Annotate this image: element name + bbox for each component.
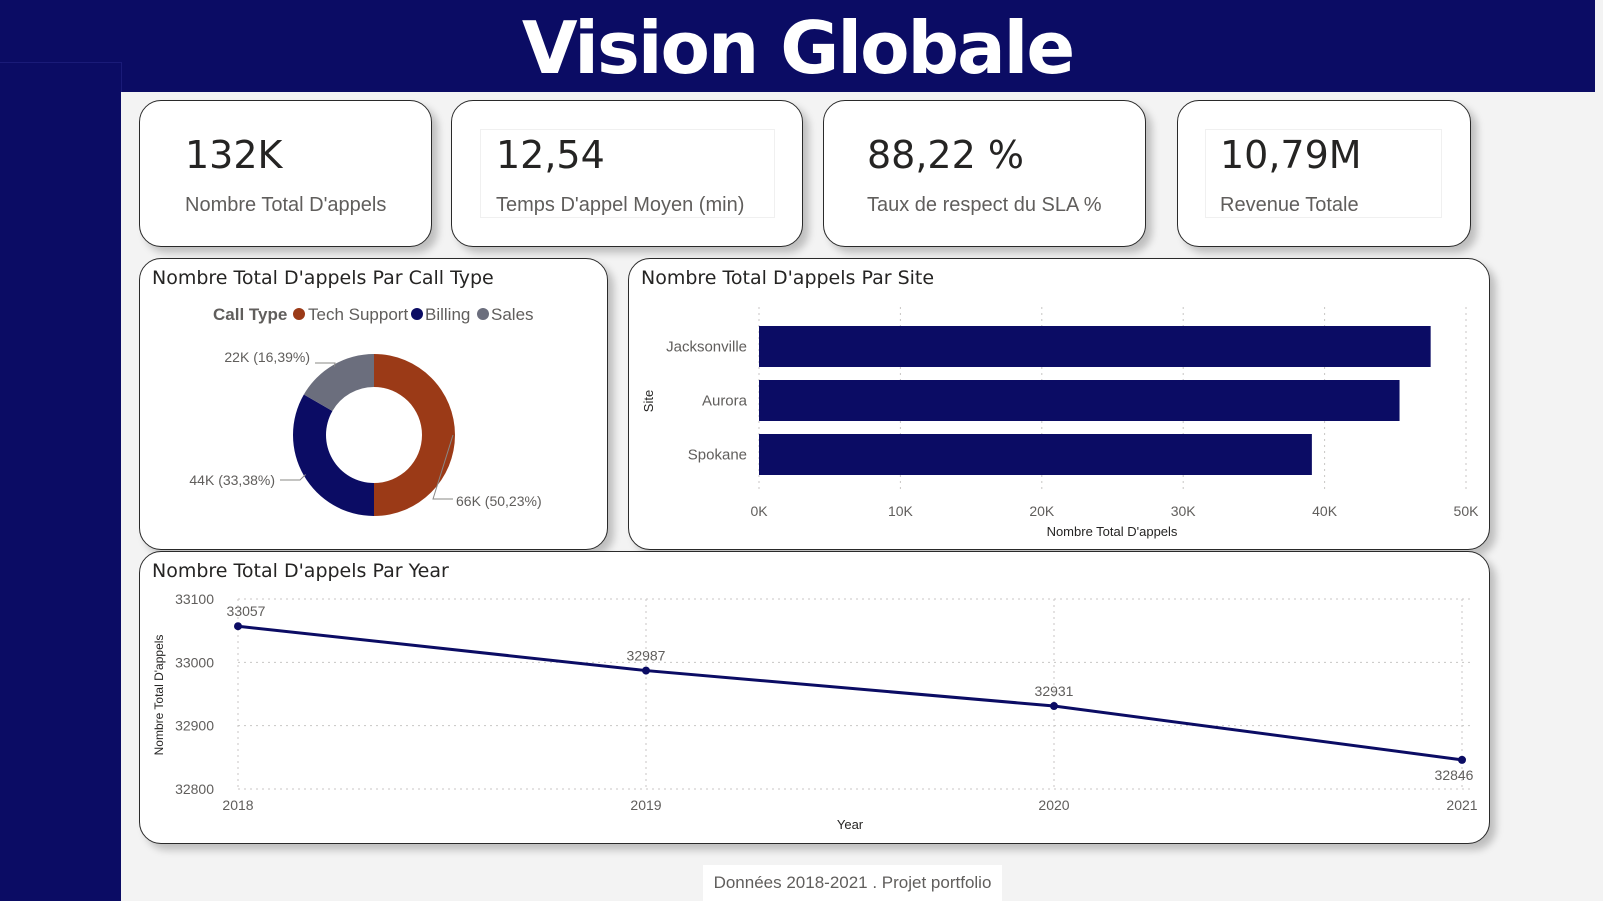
- line-data-label: 32987: [627, 648, 666, 664]
- donut-leader-line: [315, 362, 336, 367]
- bar-aurora[interactable]: [759, 380, 1400, 421]
- legend-item-billing[interactable]: Billing: [411, 305, 470, 324]
- sidebar-cap: [0, 62, 122, 93]
- line-point[interactable]: [642, 666, 650, 675]
- line-x-tick-label: 2018: [222, 797, 253, 813]
- kpi-label: Taux de respect du SLA %: [867, 194, 1102, 216]
- donut-data-label: 44K (33,38%): [189, 472, 275, 488]
- legend-title: Call Type: [213, 305, 287, 324]
- line-data-label: 33057: [227, 603, 266, 619]
- legend-item-sales[interactable]: Sales: [477, 305, 534, 324]
- bar-y-axis-label: Site: [641, 390, 656, 412]
- bar-x-tick-label: 20K: [1029, 503, 1055, 519]
- legend-dot-sales: [477, 308, 489, 320]
- line-y-tick-label: 32900: [175, 718, 214, 734]
- header-bar: [0, 0, 1595, 92]
- kpi-value: 12,54: [496, 133, 605, 177]
- line-point[interactable]: [1050, 702, 1058, 711]
- donut-chart: Call Type Tech Support Billing Sales 66K…: [189, 305, 542, 517]
- bar-category-label: Spokane: [688, 447, 747, 464]
- kpi-card-avg-call-time[interactable]: 12,54 Temps D'appel Moyen (min): [451, 100, 803, 247]
- bar-spokane[interactable]: [759, 434, 1312, 475]
- line-x-tick-label: 2019: [630, 797, 661, 813]
- line-chart: 33100 33000 32900 32800 2018 2019 2020 2021 33…: [152, 591, 1478, 832]
- legend-label-sales: Sales: [491, 305, 534, 324]
- line-x-tick-label: 2021: [1446, 797, 1477, 813]
- donut-slice-tech-support[interactable]: [374, 354, 455, 516]
- kpi-box: [480, 129, 775, 218]
- line-y-tick-label: 33000: [175, 654, 214, 670]
- footer-note: Données 2018-2021 . Projet portfolio: [703, 865, 1002, 901]
- bar-x-tick-label: 40K: [1312, 503, 1338, 519]
- line-x-axis-label: Year: [837, 817, 864, 832]
- donut-leader-line: [432, 434, 454, 500]
- bar-chart-title: Nombre Total D'appels Par Site: [641, 267, 935, 289]
- bar-chart: Jacksonville Aurora Spokane 0K 10K 20K 30K 40K…: [641, 307, 1480, 539]
- donut-data-label: 66K (50,23%): [456, 493, 542, 509]
- kpi-card-sla[interactable]: 88,22 % Taux de respect du SLA %: [823, 100, 1146, 247]
- kpi-box: [1205, 129, 1442, 218]
- line-chart-title: Nombre Total D'appels Par Year: [152, 560, 449, 582]
- bar-category-label: Aurora: [702, 393, 748, 410]
- line-y-tick-label: 33100: [175, 591, 214, 607]
- kpi-card-revenue[interactable]: 10,79M Revenue Totale: [1177, 100, 1471, 247]
- line-data-label: 32846: [1435, 767, 1474, 783]
- legend-label-billing: Billing: [425, 305, 470, 324]
- line-y-tick-label: 32800: [175, 781, 214, 797]
- kpi-label: Nombre Total D'appels: [185, 194, 387, 216]
- page-title: Vision Globale: [521, 6, 1075, 90]
- kpi-card-total-calls[interactable]: 132K Nombre Total D'appels: [139, 100, 432, 247]
- bar-x-axis-label: Nombre Total D'appels: [1047, 524, 1178, 539]
- line-series-path[interactable]: [237, 624, 1463, 762]
- bar-category-label: Jacksonville: [666, 339, 747, 356]
- sidebar: [0, 62, 121, 901]
- line-point[interactable]: [234, 622, 242, 631]
- kpi-box: [154, 116, 417, 232]
- line-point[interactable]: [1458, 755, 1466, 764]
- bar-x-tick-label: 0K: [750, 503, 768, 519]
- line-x-tick-label: 2020: [1038, 797, 1069, 813]
- kpi-label: Temps D'appel Moyen (min): [496, 194, 745, 216]
- donut-slice-billing[interactable]: [293, 394, 374, 517]
- bar-x-tick-label: 10K: [888, 503, 914, 519]
- legend-dot-billing: [411, 308, 423, 320]
- legend-label-tech-support: Tech Support: [308, 305, 408, 324]
- legend-item-tech-support[interactable]: Tech Support: [293, 305, 408, 324]
- line-y-axis-label: Nombre Total D'appels: [152, 635, 166, 756]
- kpi-value: 10,79M: [1220, 133, 1362, 177]
- line-chart-card[interactable]: Nombre Total D'appels Par Year 33100 3300…: [139, 551, 1490, 844]
- bar-jacksonville[interactable]: [759, 326, 1431, 367]
- donut-chart-card[interactable]: Nombre Total D'appels Par Call Type Call…: [139, 258, 608, 550]
- bar-x-tick-label: 30K: [1171, 503, 1197, 519]
- kpi-label: Revenue Totale: [1220, 194, 1359, 216]
- bar-chart-card[interactable]: Nombre Total D'appels Par Site Jacksonvi…: [628, 258, 1490, 550]
- donut-slice-sales[interactable]: [303, 354, 374, 411]
- kpi-value: 88,22 %: [867, 133, 1024, 177]
- donut-leader-line: [280, 474, 306, 481]
- kpi-value: 132K: [185, 133, 283, 177]
- donut-data-label: 22K (16,39%): [224, 349, 310, 365]
- line-data-label: 32931: [1035, 683, 1074, 699]
- legend-dot-tech-support: [293, 308, 305, 320]
- donut-chart-title: Nombre Total D'appels Par Call Type: [152, 267, 494, 289]
- bar-x-tick-label: 50K: [1454, 503, 1480, 519]
